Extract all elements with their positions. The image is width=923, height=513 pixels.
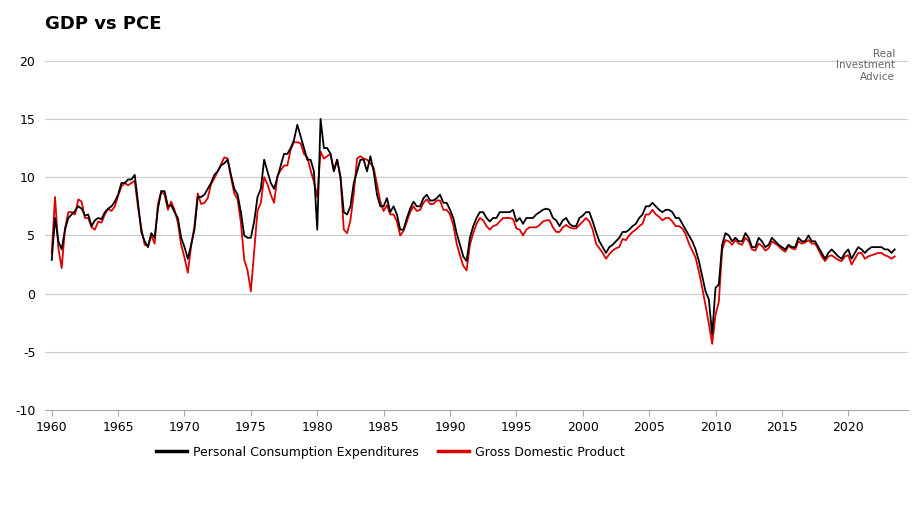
Line: Gross Domestic Product: Gross Domestic Product [52, 142, 894, 344]
Gross Domestic Product [329, 167, 340, 173]
Gross Domestic Product [707, 341, 718, 347]
Gross Domestic Product [547, 224, 558, 230]
Personal Consumption Expenditures [593, 238, 605, 244]
Personal Consumption Expenditures [96, 216, 107, 222]
Personal Consumption Expenditures [547, 215, 558, 221]
Personal Consumption Expenditures [315, 116, 326, 122]
Line: Personal Consumption Expenditures: Personal Consumption Expenditures [52, 119, 894, 334]
Gross Domestic Product [46, 250, 57, 256]
Text: GDP vs PCE: GDP vs PCE [45, 15, 162, 33]
Personal Consumption Expenditures [329, 168, 340, 174]
Legend: Personal Consumption Expenditures, Gross Domestic Product: Personal Consumption Expenditures, Gross… [150, 441, 629, 464]
Gross Domestic Product [593, 245, 605, 251]
Gross Domestic Product [889, 253, 900, 260]
Personal Consumption Expenditures [730, 235, 741, 241]
Personal Consumption Expenditures [889, 246, 900, 252]
Personal Consumption Expenditures [46, 257, 57, 263]
Gross Domestic Product [96, 220, 107, 226]
Gross Domestic Product [289, 139, 300, 145]
Gross Domestic Product [591, 241, 602, 247]
Text: Real
Investment
Advice: Real Investment Advice [836, 49, 895, 82]
Personal Consumption Expenditures [591, 229, 602, 235]
Personal Consumption Expenditures [707, 331, 718, 338]
Gross Domestic Product [730, 237, 741, 243]
